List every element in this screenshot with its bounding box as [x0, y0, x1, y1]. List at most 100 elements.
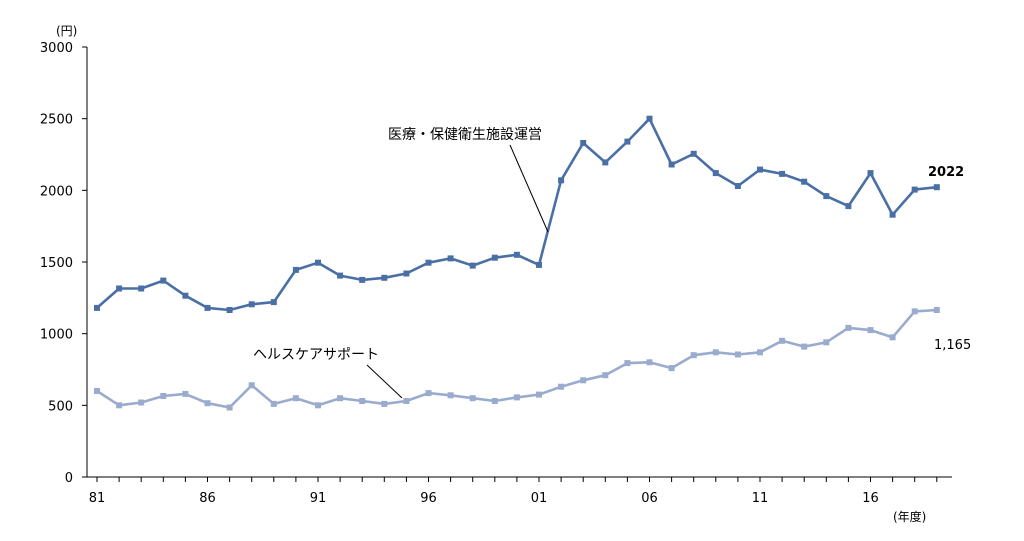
series-1-end-label: 2022: [928, 165, 964, 180]
data-point: [94, 304, 100, 311]
data-point: [933, 184, 940, 191]
data-point: [734, 183, 741, 189]
data-point: [668, 161, 675, 168]
data-point: [270, 299, 277, 306]
data-point: [867, 327, 874, 334]
x-tick-label: 91: [310, 491, 327, 506]
data-point: [337, 395, 344, 402]
data-point: [845, 324, 852, 331]
data-point: [624, 138, 631, 145]
data-point: [425, 390, 432, 397]
data-point: [182, 292, 189, 299]
data-point: [536, 391, 542, 398]
data-point: [823, 339, 830, 346]
data-point: [315, 259, 321, 266]
data-point: [403, 270, 410, 277]
data-point: [646, 359, 653, 366]
data-point: [779, 170, 786, 177]
x-tick-label: 11: [752, 491, 769, 506]
data-point: [359, 398, 366, 404]
data-point: [270, 400, 277, 407]
data-point: [425, 259, 432, 266]
y-tick-label: 3000: [40, 41, 73, 56]
data-point: [889, 211, 896, 218]
data-point: [889, 334, 896, 341]
data-point: [757, 349, 763, 356]
data-point: [447, 392, 454, 399]
x-tick-label: 06: [641, 491, 658, 506]
series-layer: [94, 115, 940, 411]
series-2-leader-line: [366, 364, 403, 399]
data-point: [381, 274, 388, 281]
data-point: [204, 400, 211, 407]
x-tick-label: 96: [420, 491, 437, 506]
y-unit-label: (円): [56, 24, 77, 38]
data-point: [248, 382, 255, 389]
data-point: [226, 404, 233, 411]
data-point: [116, 402, 123, 409]
x-tick-label: 01: [531, 491, 548, 506]
data-point: [602, 159, 609, 166]
data-point: [867, 170, 874, 177]
data-point: [337, 272, 344, 279]
data-point: [160, 277, 167, 284]
data-point: [734, 351, 741, 358]
data-point: [801, 343, 808, 350]
data-point: [823, 193, 830, 200]
y-tick-label: 500: [48, 399, 73, 414]
series-2-end-label: 1,165: [934, 338, 971, 353]
series-line-1: [96, 117, 937, 312]
data-point: [116, 285, 123, 292]
data-point: [646, 115, 653, 122]
x-tick-label: 16: [862, 491, 879, 506]
series-1-leader-line: [509, 144, 549, 233]
series-line-2: [96, 308, 937, 409]
y-tick-label: 1000: [40, 328, 73, 343]
data-point: [469, 262, 476, 269]
y-tick-label: 1500: [40, 256, 73, 271]
data-point: [359, 276, 366, 283]
data-point: [933, 307, 940, 313]
data-point: [911, 186, 918, 193]
y-tick-label: 2500: [40, 113, 73, 128]
data-point: [292, 395, 299, 402]
series-2-name-label: ヘルスケアサポート: [253, 347, 379, 363]
data-point: [558, 383, 565, 390]
data-point: [536, 261, 542, 268]
data-point: [712, 349, 719, 356]
data-point: [513, 251, 520, 258]
data-point: [182, 390, 189, 397]
data-point: [845, 203, 852, 210]
data-point: [801, 178, 808, 185]
data-point: [757, 166, 763, 173]
data-point: [292, 266, 299, 273]
data-point: [138, 285, 145, 292]
x-tick-label: 86: [199, 491, 216, 506]
x-tick-label: 81: [89, 491, 106, 506]
data-point: [491, 398, 498, 404]
data-point: [624, 360, 631, 367]
data-point: [315, 402, 321, 409]
data-point: [580, 140, 587, 146]
data-point: [668, 365, 675, 372]
axes: 0 500 1000 1500 2000 2500 3000 81 86 91 96 01 06 11 16…: [40, 24, 952, 524]
data-point: [558, 177, 565, 184]
data-point: [138, 399, 145, 406]
data-point: [204, 304, 211, 311]
data-point: [690, 150, 697, 157]
data-point: [911, 308, 918, 315]
data-point: [491, 254, 498, 261]
data-point: [513, 394, 520, 401]
data-point: [469, 395, 476, 402]
y-tick-label: 2000: [40, 184, 73, 199]
data-point: [690, 352, 697, 359]
data-point: [602, 372, 609, 379]
data-point: [160, 393, 167, 399]
x-unit-label: (年度): [893, 509, 926, 524]
data-point: [580, 377, 587, 384]
data-point: [712, 170, 719, 177]
data-point: [94, 388, 100, 394]
data-point: [226, 307, 233, 313]
